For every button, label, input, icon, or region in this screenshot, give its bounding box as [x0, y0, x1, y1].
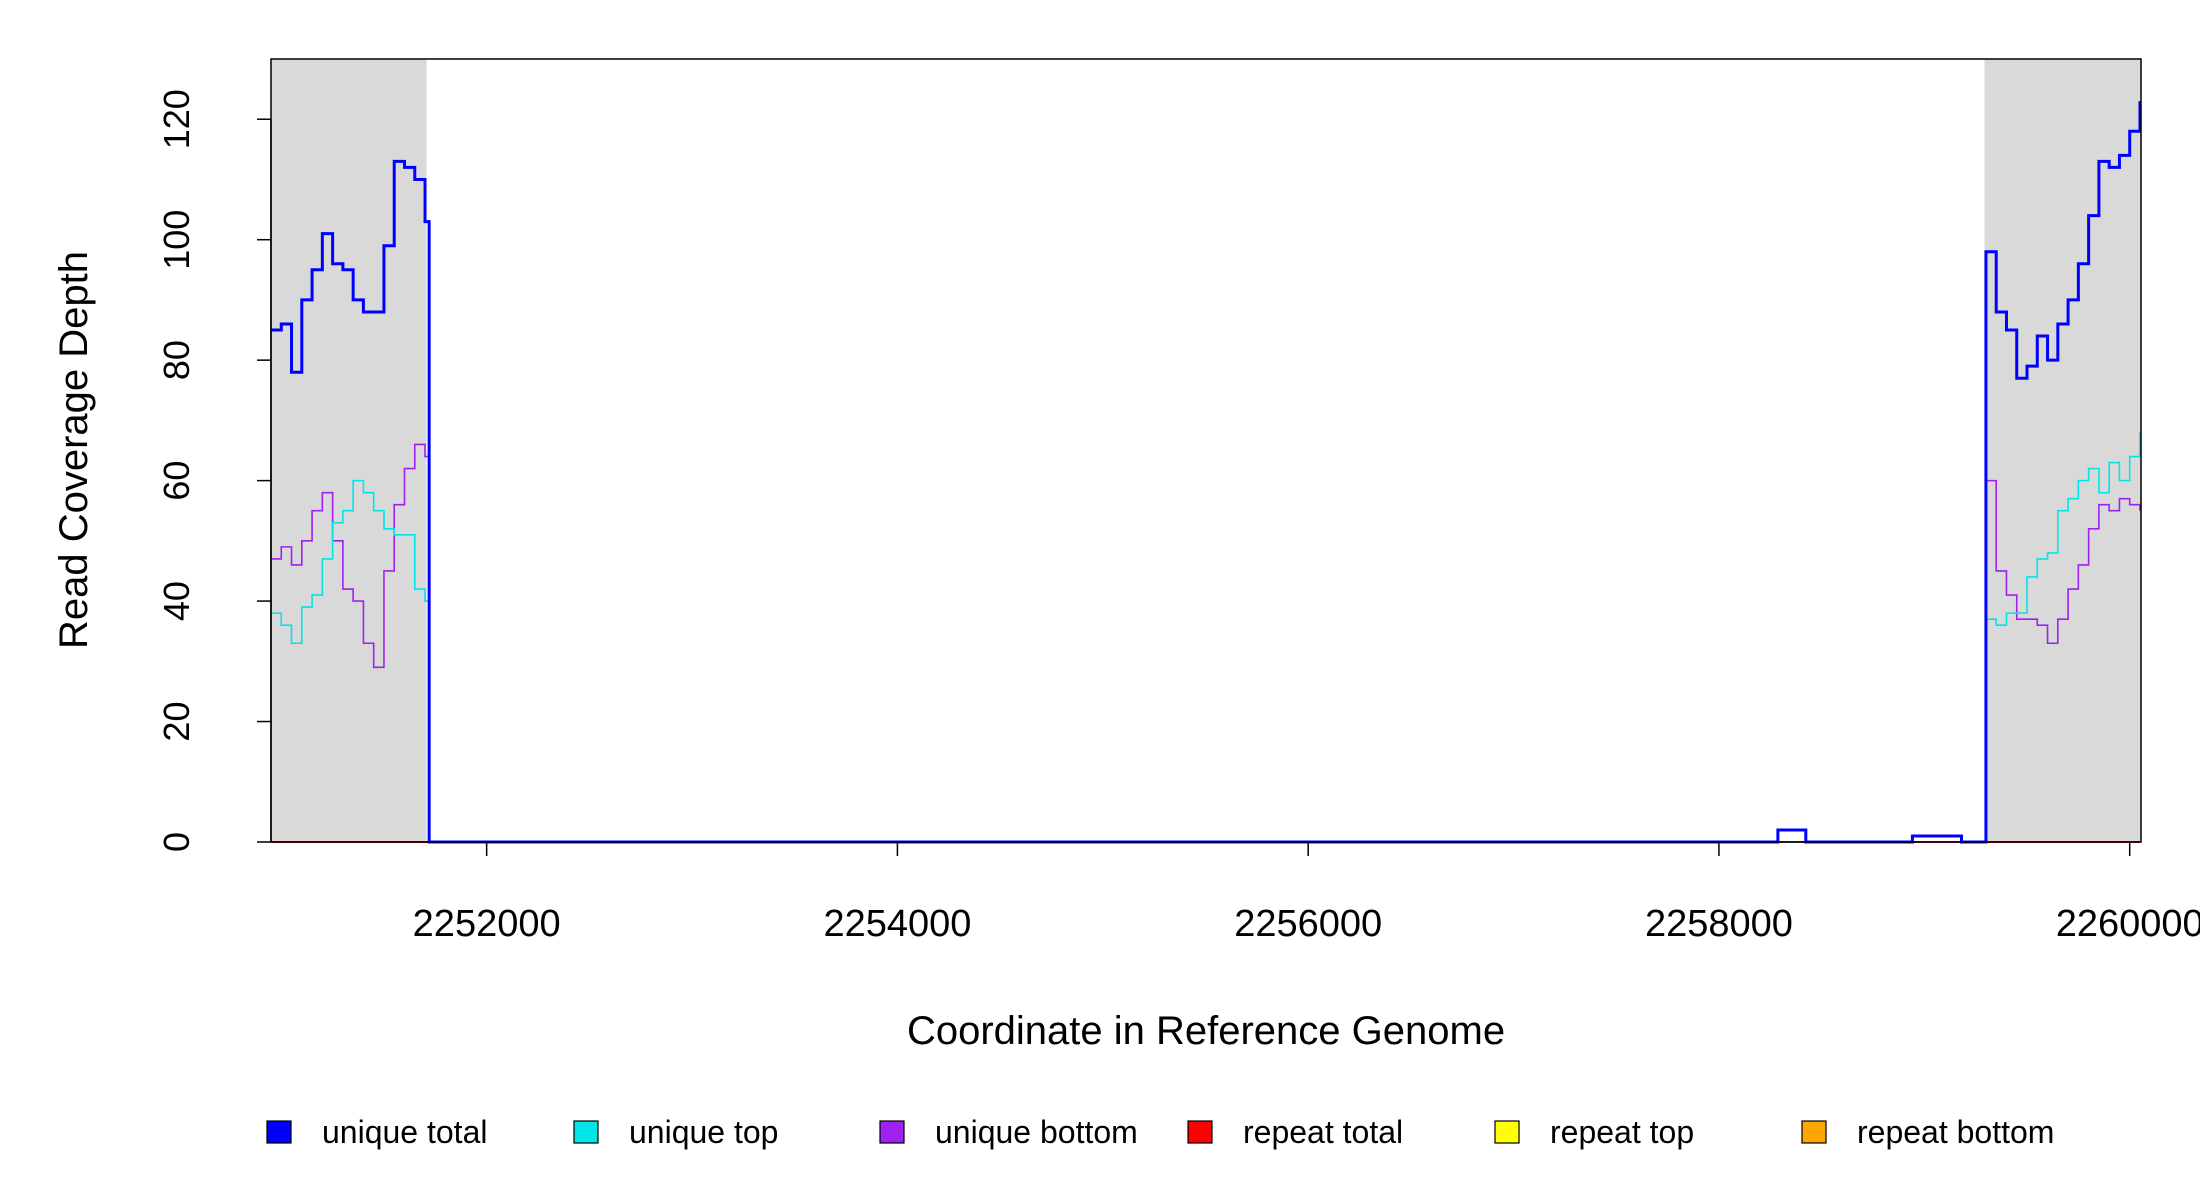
- series-line: [271, 101, 2142, 844]
- legend-item: unique bottom: [879, 1114, 1138, 1150]
- plot-frame: [270, 58, 2142, 843]
- legend-swatch: [1494, 1120, 1520, 1144]
- legend-swatch: [1801, 1120, 1827, 1144]
- x-tick-label: 2252000: [413, 903, 561, 945]
- x-tick-label: 2258000: [1645, 903, 1793, 945]
- y-tick-label: 100: [156, 210, 197, 270]
- y-tick-label: 40: [156, 581, 197, 621]
- y-tick-label: 80: [156, 340, 197, 380]
- legend-label: repeat top: [1550, 1114, 1694, 1150]
- legend-item: unique total: [266, 1114, 487, 1150]
- x-axis-label: Coordinate in Reference Genome: [907, 1009, 1505, 1053]
- y-tick-label: 120: [156, 89, 197, 149]
- legend-label: repeat total: [1243, 1114, 1403, 1150]
- legend-label: unique top: [629, 1114, 778, 1150]
- legend-item: repeat bottom: [1801, 1114, 2054, 1150]
- highlight-region: [271, 59, 427, 842]
- x-tick-label: 2256000: [1234, 903, 1382, 945]
- legend-label: unique total: [322, 1114, 487, 1150]
- legend-label: repeat bottom: [1857, 1114, 2054, 1150]
- legend-item: repeat total: [1187, 1114, 1403, 1150]
- highlight-region: [1984, 59, 2141, 842]
- series-line: [271, 443, 2141, 843]
- legend-item: repeat top: [1494, 1114, 1694, 1150]
- y-axis-label: Read Coverage Depth: [52, 251, 96, 649]
- legend-swatch: [573, 1120, 599, 1144]
- x-tick-label: 2254000: [823, 903, 971, 945]
- legend-swatch: [879, 1120, 905, 1144]
- x-tick-label: 2260000: [2056, 903, 2200, 945]
- y-tick-label: 60: [156, 461, 197, 501]
- legend-item: unique top: [573, 1114, 778, 1150]
- legend-swatch: [1187, 1120, 1213, 1144]
- legend-label: unique bottom: [935, 1114, 1138, 1150]
- y-tick-label: 20: [156, 702, 197, 742]
- legend-swatch: [266, 1120, 292, 1144]
- series-line: [271, 432, 2141, 843]
- y-tick-label: 0: [156, 832, 197, 852]
